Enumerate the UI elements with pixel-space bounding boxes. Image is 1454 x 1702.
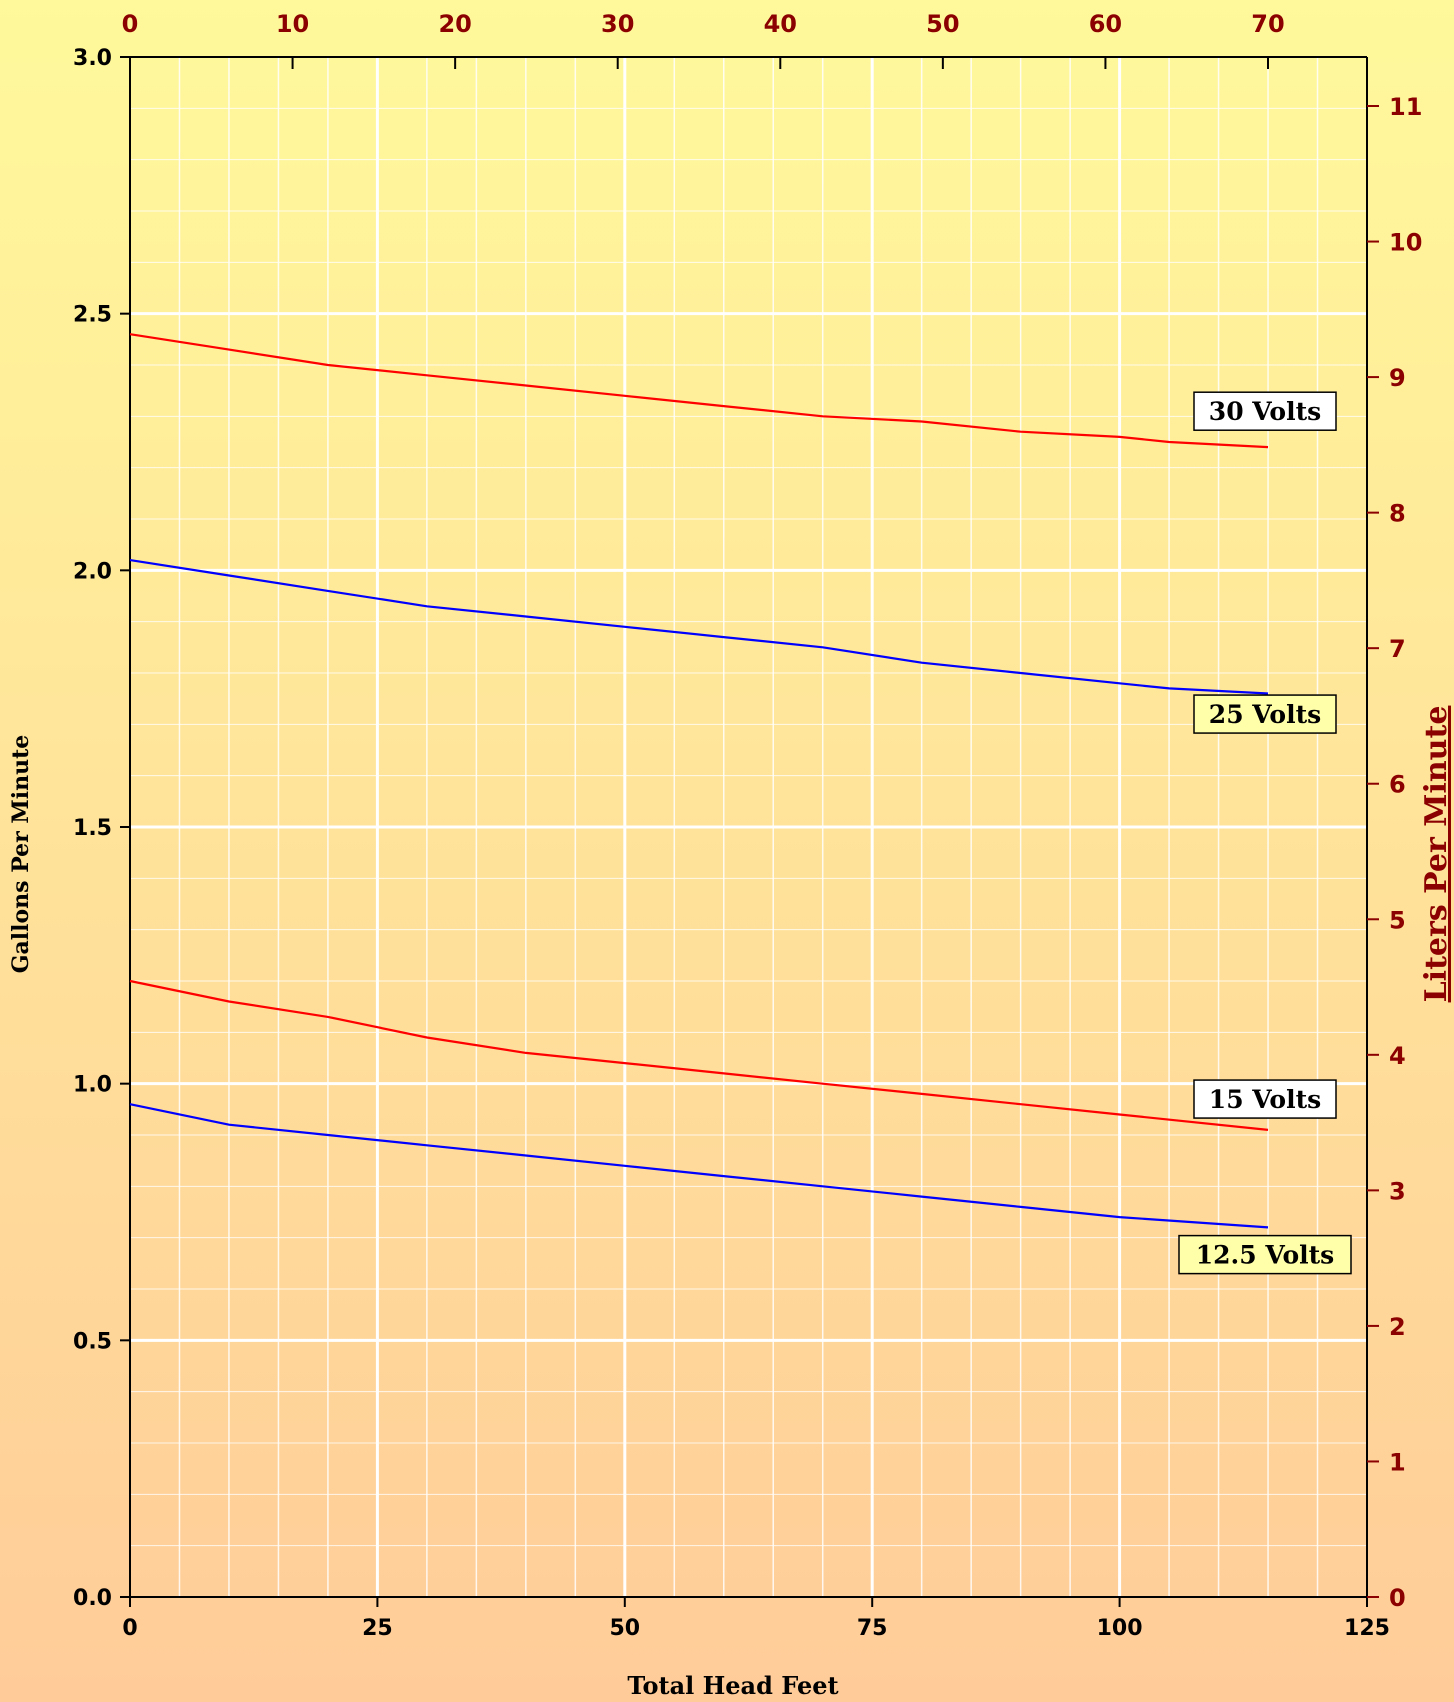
x-top-tick-label: 70	[1251, 10, 1284, 38]
y-tick-label: 0.0	[73, 1586, 112, 1611]
y-tick-label: 2.0	[73, 559, 112, 584]
x-tick-label: 50	[609, 1616, 640, 1641]
x-top-tick-label: 30	[601, 10, 634, 38]
series-label-text: 12.5 Volts	[1196, 1241, 1335, 1270]
y-right-tick-label: 1	[1389, 1448, 1406, 1476]
x-tick-label: 25	[362, 1616, 393, 1641]
series-label-box	[1193, 694, 1337, 734]
series-label: 12.5 Volts	[1178, 1234, 1352, 1275]
series-line	[129, 333, 1269, 449]
x-top-tick-label: 60	[1089, 10, 1122, 38]
x-axis-title: Total Head Feet	[627, 1671, 838, 1700]
x-top-tick-label: 10	[276, 10, 309, 38]
y-tick-label: 1.5	[73, 816, 112, 841]
series-label: 30 Volts	[1193, 391, 1337, 431]
series-label-box	[1193, 391, 1337, 431]
series-label-box	[1193, 1079, 1337, 1119]
y-tick-label: 3.0	[73, 46, 112, 71]
series-labels: 30 Volts 25 Volts 15 Volts 12.5 Volts	[1178, 391, 1352, 1275]
grid	[130, 57, 1367, 1597]
x-top-tick-label: 20	[438, 10, 471, 38]
series-line	[129, 979, 1269, 1131]
series-label-box	[1178, 1234, 1352, 1275]
y-right-tick-label: 6	[1389, 771, 1406, 799]
x-top-tick-label: 40	[764, 10, 797, 38]
series-line	[129, 559, 1269, 695]
series-label-text: 30 Volts	[1209, 397, 1321, 426]
y-right-tick-label: 2	[1389, 1313, 1406, 1341]
series-lines	[129, 333, 1269, 1229]
series-label-text: 25 Volts	[1209, 700, 1321, 729]
x-top-tick-label: 50	[926, 10, 959, 38]
y-right-tick-label: 5	[1389, 906, 1406, 934]
y-right-tick-label: 8	[1389, 500, 1406, 528]
series-label: 15 Volts	[1193, 1079, 1337, 1119]
y-right-tick-label: 9	[1389, 364, 1406, 392]
series-label-text: 15 Volts	[1209, 1085, 1321, 1114]
y-tick-label: 2.5	[73, 303, 112, 328]
y-right-tick-label: 11	[1389, 93, 1422, 121]
y-axis-right-title: Liters Per Minute	[1419, 706, 1454, 1003]
y-right-tick-label: 3	[1389, 1177, 1406, 1205]
y-right-tick-label: 0	[1389, 1584, 1406, 1612]
x-top-tick-label: 0	[122, 10, 139, 38]
y-axis-title: Gallons Per Minute	[8, 735, 34, 974]
series-label: 25 Volts	[1193, 694, 1337, 734]
y-tick-label: 0.5	[73, 1329, 112, 1354]
series-line	[129, 1103, 1269, 1229]
y-right-tick-label: 4	[1389, 1042, 1406, 1070]
y-tick-label: 1.0	[73, 1073, 112, 1098]
x-tick-label: 0	[122, 1616, 137, 1641]
x-tick-label: 75	[857, 1616, 888, 1641]
x-tick-label: 125	[1344, 1616, 1390, 1641]
x-tick-label: 100	[1097, 1616, 1143, 1641]
y-right-tick-label: 7	[1389, 635, 1406, 663]
y-right-tick-label: 10	[1389, 229, 1422, 257]
